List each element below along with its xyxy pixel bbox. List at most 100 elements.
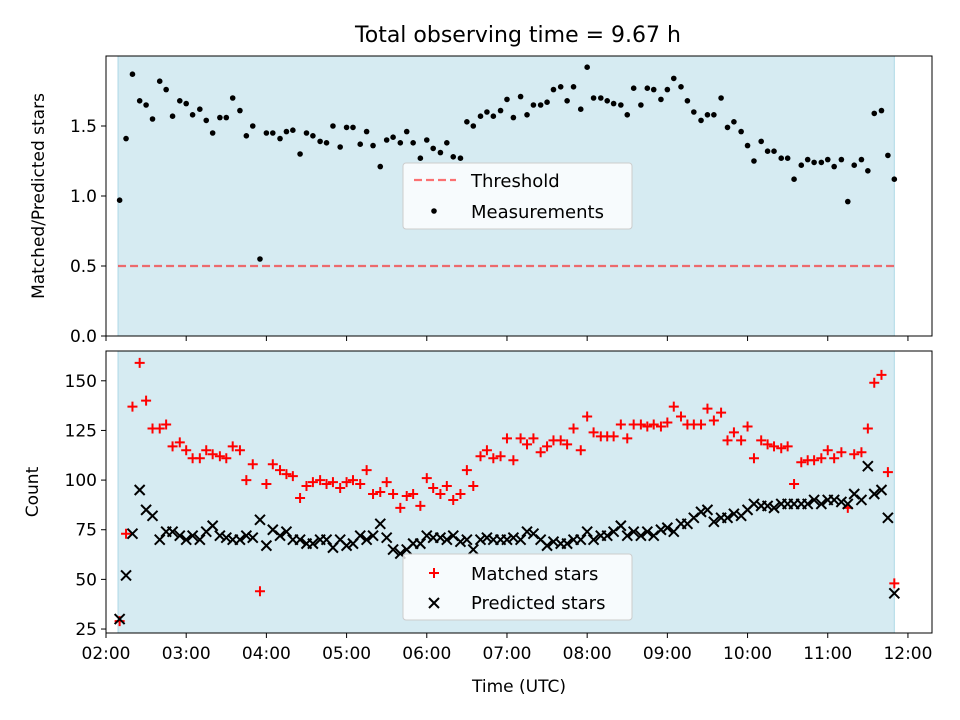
predicted-star-marker [113,613,126,625]
predicted-star-marker [808,494,820,506]
measurement-point [149,116,156,122]
predicted-star-marker [561,537,573,550]
predicted-star-marker [547,535,560,548]
predicted-star-marker [708,516,720,528]
measurement-point [156,78,163,84]
predicted-star-marker [294,533,306,546]
matched-star-marker [829,453,840,464]
measurement-point [444,140,450,146]
x-tick-label: 06:00 [402,644,451,664]
legend-x-marker [428,597,440,609]
legend-bottom-box [402,553,633,621]
matched-star-marker [368,488,379,499]
measurement-point [871,110,878,117]
predicted-star-marker [888,587,901,599]
measurement-point [209,130,216,136]
x-tick-label: 10:00 [723,644,772,664]
matched-star-marker [742,421,753,432]
measurement-point [343,124,350,131]
matched-star-marker [201,445,212,456]
measurement-point [350,124,356,131]
predicted-star-marker [661,522,674,534]
predicted-star-marker [434,531,447,544]
bottom-axes-frame [105,350,933,634]
predicted-star-marker [174,529,186,542]
measurement-point [517,93,524,100]
matched-star-marker [615,419,626,430]
matched-star-marker [221,453,232,464]
measurement-point [257,256,263,262]
predicted-star-marker [627,526,640,538]
matched-star-marker [174,437,185,448]
measurement-point [397,140,404,146]
matched-star-marker [568,423,579,434]
matched-star-marker [708,415,719,426]
matched-star-marker [455,488,466,499]
measurement-point [143,102,149,108]
predicted-star-marker [126,527,139,540]
measurement-point [203,117,210,124]
predicted-star-marker [461,533,473,546]
matched-star-marker [388,488,399,499]
measurement-point [169,113,176,119]
matched-star-marker [315,475,326,486]
matched-star-marker [361,465,372,476]
predicted-star-marker [615,520,627,532]
matched-star-marker [395,502,406,513]
predicted-star-marker [133,484,146,496]
matched-star-marker [247,459,258,470]
measurement-point [764,148,771,154]
matched-star-marker [696,419,707,430]
predicted-star-marker [280,526,293,538]
measurement-point [317,138,323,145]
measurement-point [283,128,290,135]
measurement-point [370,142,376,149]
bottom-panel: 25 50 75 100 125 150 02:00 03:00 04:00 05:00 06:0… [23,350,933,697]
measurement-points [116,64,898,262]
measurement-point [423,137,430,143]
legend-plus-marker [429,568,439,578]
legend-bottom: Matched stars Predicted stars [402,553,633,621]
y-tick-label: 1.5 [70,117,97,137]
legend-matched-swatch [429,568,439,578]
matched-star-marker [307,477,318,488]
predicted-star-marker [414,537,427,550]
predicted-star-marker [234,533,246,546]
measurement-point [811,159,817,166]
measurement-point [337,144,343,150]
matched-star-marker [281,469,292,480]
measurement-point [885,152,891,159]
matched-star-marker [448,494,459,505]
measurement-point [229,95,236,101]
predicted-star-marker [387,543,399,556]
measurement-point [604,98,611,104]
measurement-point [851,162,858,168]
measurement-point [176,98,183,104]
matched-star-marker [862,423,873,434]
measurement-point [691,109,697,115]
predicted-star-marker [467,543,479,556]
matched-star-marker [542,441,553,452]
measurement-point [217,114,223,121]
matched-star-marker [275,465,286,476]
matched-star-marker [876,369,887,380]
predicted-star-marker [254,514,266,526]
predicted-star-marker [862,460,874,472]
y-tick-label: 25 [75,620,97,640]
matched-star-marker [234,445,245,456]
matched-star-marker [535,447,546,458]
measurement-point [751,158,757,164]
measurement-point [590,95,597,101]
y-tick-label: 125 [65,421,97,441]
predicted-star-marker [828,494,840,506]
measurement-point [570,84,577,90]
predicted-star-marker [882,512,894,524]
measurement-point [818,159,825,166]
matched-star-marker [267,459,278,470]
predicted-star-marker [120,569,132,582]
measurement-point [237,107,243,114]
predicted-star-marker [875,484,888,496]
measurement-point [297,151,303,157]
bottom-y-axis-label: Count [23,466,43,517]
measurement-point [490,113,497,119]
